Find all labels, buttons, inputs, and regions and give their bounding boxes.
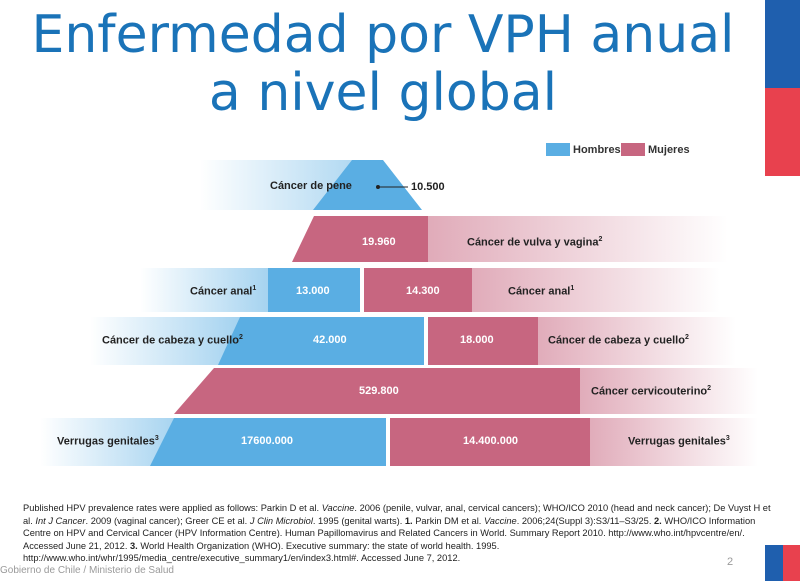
row4-women-label: Cáncer de cabeza y cuello2 — [548, 334, 689, 347]
row5-women-bar — [174, 368, 580, 414]
page-number: 2 — [727, 556, 734, 568]
row4-women-bar — [428, 317, 538, 365]
legend-swatch-women — [621, 143, 645, 156]
row4-men-value: 42.000 — [313, 334, 347, 346]
row5-women-value: 529.800 — [359, 385, 399, 397]
row3-women-value: 14.300 — [406, 285, 440, 297]
row2-women-fade — [428, 216, 728, 262]
row3-men-value: 13.000 — [296, 285, 330, 297]
row4-women-fade — [536, 317, 736, 365]
row3-women-label: Cáncer anal1 — [508, 285, 575, 298]
title-line-1: Enfermedad por VPH anual — [31, 5, 735, 65]
row3-men-bar — [268, 268, 360, 312]
row3-men-fade — [140, 268, 270, 312]
row5-women-fade — [578, 368, 758, 414]
row4-men-label: Cáncer de cabeza y cuello2 — [102, 334, 243, 347]
row4-men-bar — [218, 317, 424, 365]
legend-swatch-men — [546, 143, 570, 156]
row2-women-bar — [292, 216, 428, 262]
row6-women-label: Verrugas genitales3 — [628, 435, 730, 448]
row1-pointer-dot — [376, 185, 380, 189]
title-line-2: a nivel global — [208, 63, 558, 123]
row4-men-fade — [90, 317, 240, 365]
row1-men-value: 10.500 — [411, 181, 445, 193]
flag-red-stripe-bottom — [783, 545, 800, 581]
row2-women-label: Cáncer de vulva y vagina2 — [467, 236, 603, 249]
row3-women-fade — [470, 268, 720, 312]
flag-blue-stripe — [765, 0, 800, 88]
flag-red-stripe — [765, 88, 800, 176]
footer-ministry: Gobierno de Chile / Ministerio de Salud — [0, 565, 174, 576]
row6-women-value: 14.400.000 — [463, 435, 519, 447]
row5-women-label: Cáncer cervicouterino2 — [591, 385, 712, 398]
row4-women-value: 18.000 — [460, 334, 494, 346]
row1-men-label: Cáncer de pene — [270, 180, 352, 192]
row6-men-value: 17600.000 — [241, 435, 293, 447]
row6-women-fade — [588, 418, 758, 466]
row2-women-value: 19.960 — [362, 236, 396, 248]
row6-women-bar — [390, 418, 590, 466]
row3-women-bar — [364, 268, 472, 312]
row3-men-label: Cáncer anal1 — [190, 285, 257, 298]
page-title: Enfermedad por VPH anual a nivel global — [0, 6, 766, 122]
row6-men-label: Verrugas genitales3 — [57, 435, 159, 448]
row6-men-bar — [150, 418, 386, 466]
legend-label-men: Hombres — [573, 144, 621, 156]
references-text: Published HPV prevalence rates were appl… — [23, 503, 771, 564]
row1-men-bar — [313, 160, 422, 210]
legend-label-women: Mujeres — [648, 144, 690, 156]
